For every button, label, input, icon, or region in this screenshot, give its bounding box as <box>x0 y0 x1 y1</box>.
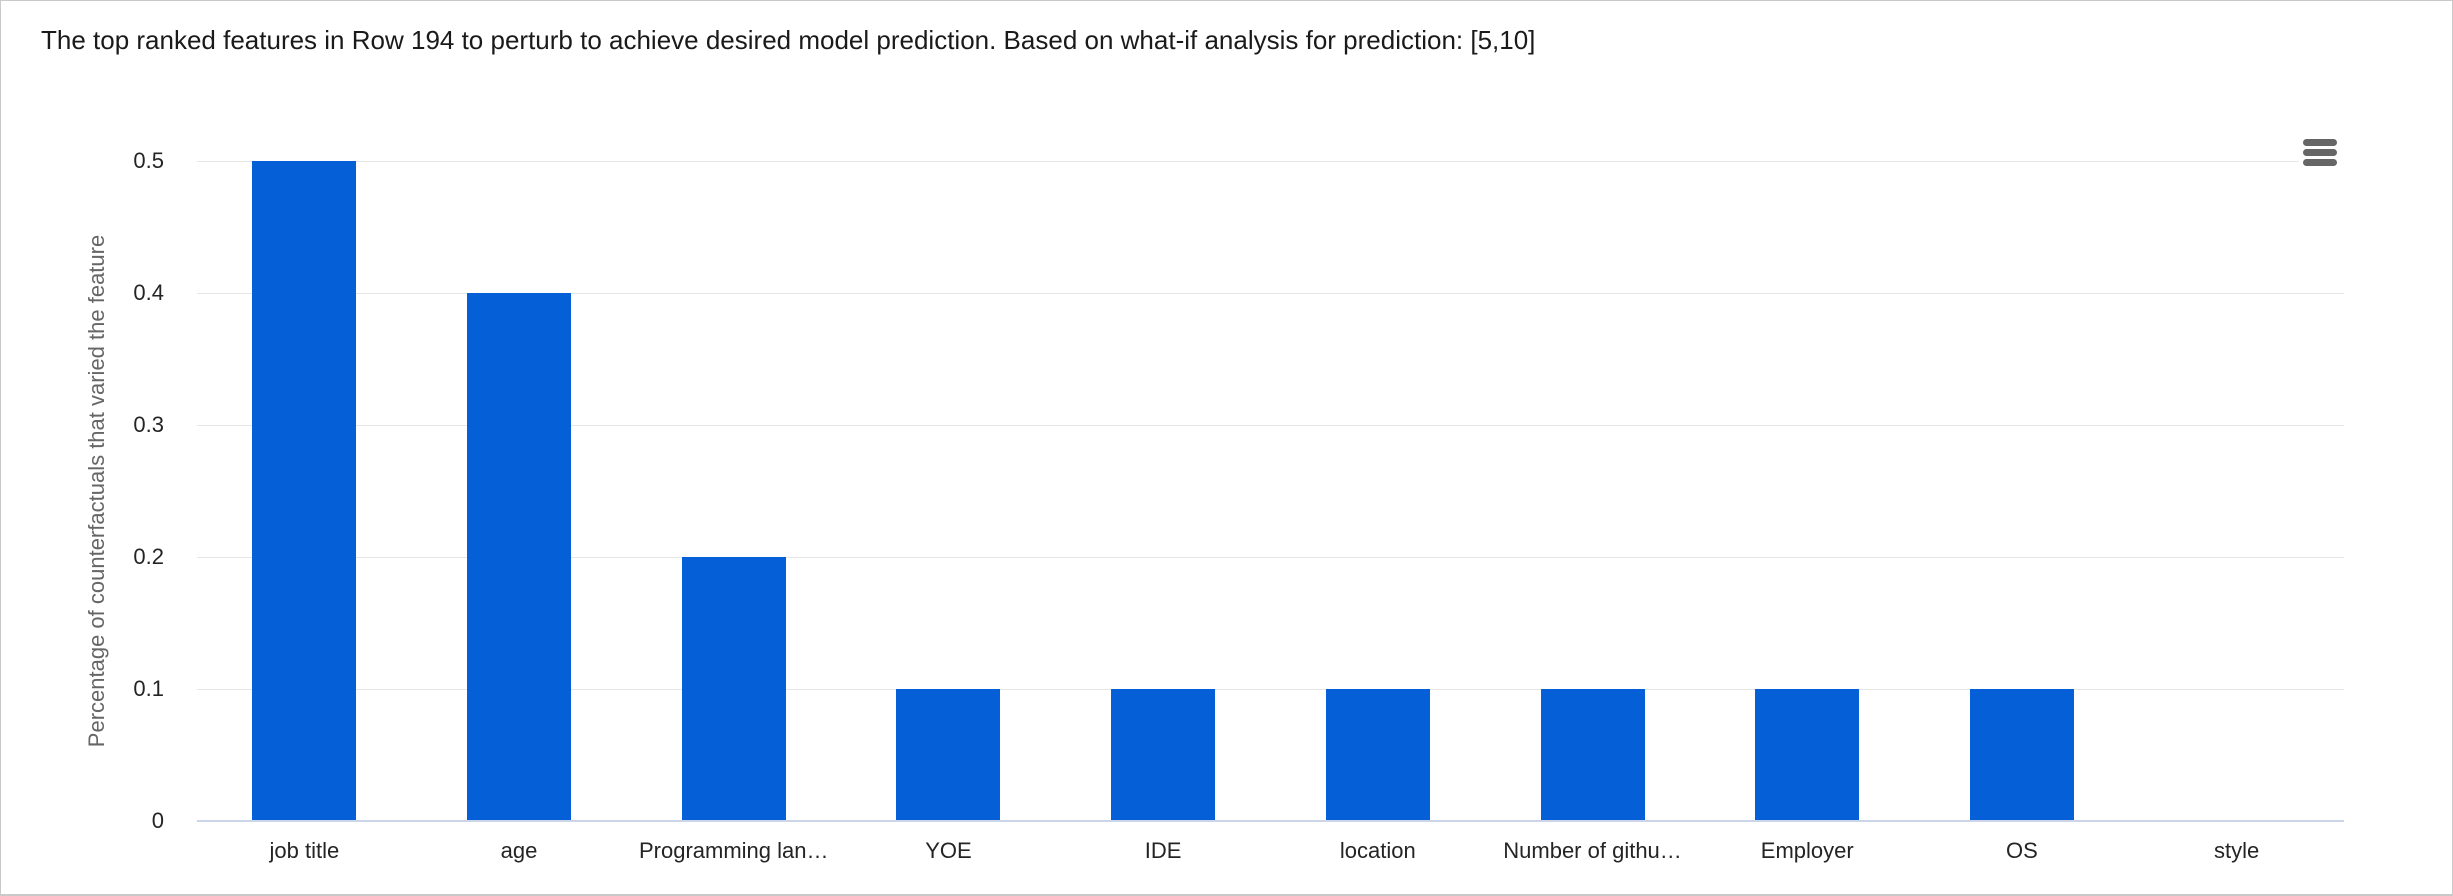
x-tick-label: IDE <box>1144 838 1182 863</box>
x-tick-label: age <box>500 838 538 863</box>
y-axis-title: Percentage of counterfactuals that varie… <box>84 234 109 748</box>
gridline <box>197 161 2344 162</box>
y-tick-label: 0.2 <box>133 544 164 569</box>
x-tick-label: Number of githu… <box>1503 838 1682 863</box>
gridline <box>197 425 2344 426</box>
y-tick-label: 0.5 <box>133 148 164 173</box>
gridline <box>197 689 2344 690</box>
chart-context-menu-button[interactable] <box>2299 132 2345 172</box>
hamburger-icon <box>2303 158 2337 166</box>
bar[interactable] <box>1111 689 1216 821</box>
x-tick-label: OS <box>2006 838 2038 863</box>
x-tick-label: Programming lan… <box>638 838 829 863</box>
bar[interactable] <box>896 689 1001 821</box>
x-axis-line <box>197 820 2344 822</box>
chart-title: The top ranked features in Row 194 to pe… <box>41 25 1536 55</box>
bar[interactable] <box>467 293 572 821</box>
gridline <box>197 557 2344 558</box>
bar[interactable] <box>1325 689 1430 821</box>
x-tick-label: Employer <box>1760 838 1854 863</box>
bar[interactable] <box>681 557 786 821</box>
bar[interactable] <box>252 161 357 821</box>
hamburger-icon <box>2303 138 2337 146</box>
bar[interactable] <box>1755 689 1860 821</box>
bar[interactable] <box>1969 689 2074 821</box>
y-tick-label: 0.1 <box>133 676 164 701</box>
hamburger-icon <box>2303 148 2337 156</box>
y-tick-label: 0.4 <box>133 280 164 305</box>
bar-chart-plot-area <box>197 161 2344 822</box>
bar[interactable] <box>1540 689 1645 821</box>
x-tick-label: location <box>1339 838 1416 863</box>
x-tick-label: job title <box>269 838 340 863</box>
y-tick-label: 0 <box>151 808 164 833</box>
gridline <box>197 293 2344 294</box>
x-tick-label: style <box>2214 838 2260 863</box>
x-tick-label: YOE <box>925 838 972 863</box>
y-tick-label: 0.3 <box>133 412 164 437</box>
